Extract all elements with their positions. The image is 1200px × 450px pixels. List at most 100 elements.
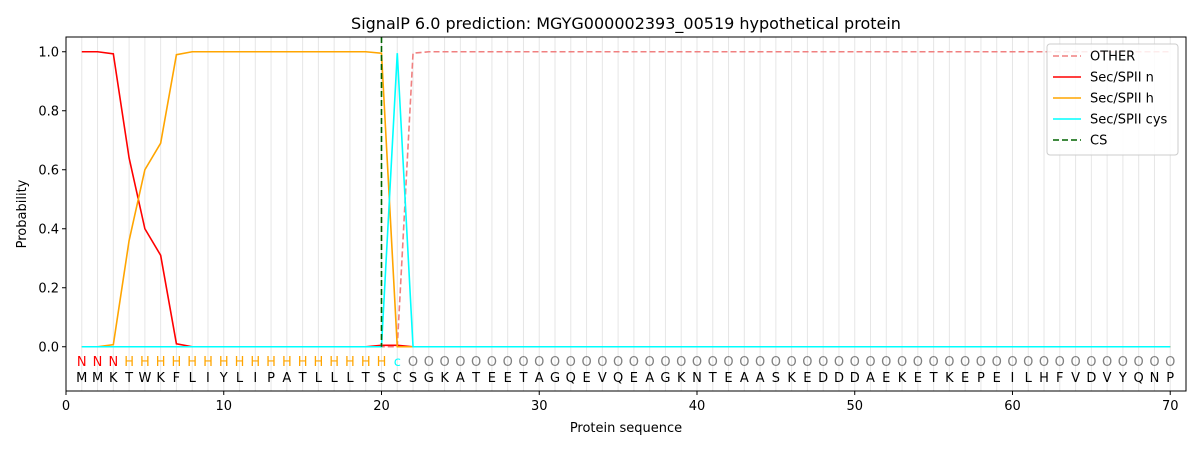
legend: OTHER Sec/SPII n Sec/SPII h Sec/SPII cys CS bbox=[1046, 43, 1179, 156]
legend-label: Sec/SPII cys bbox=[1090, 113, 1168, 128]
annotation-label: H bbox=[187, 355, 197, 370]
annotation-label: O bbox=[897, 355, 907, 370]
x-axis: 0 10 20 30 40 50 60 70 bbox=[62, 391, 1178, 414]
x-tick-label: 60 bbox=[1004, 399, 1021, 414]
residue-label: N bbox=[692, 371, 702, 386]
residue-label: Q bbox=[566, 371, 576, 386]
residue-label: S bbox=[377, 371, 385, 386]
annotation-label: O bbox=[723, 355, 733, 370]
residue-label: E bbox=[724, 371, 732, 386]
residue-label: T bbox=[361, 371, 370, 386]
residue-label: M bbox=[92, 371, 103, 386]
x-axis-label: Protein sequence bbox=[570, 421, 682, 436]
residue-label: P bbox=[977, 371, 985, 386]
residue-label: A bbox=[866, 371, 875, 386]
y-axis-label: Probability bbox=[15, 179, 30, 248]
residue-label: Q bbox=[613, 371, 623, 386]
residue-label: Q bbox=[1134, 371, 1144, 386]
residue-label: T bbox=[124, 371, 133, 386]
residue-label: E bbox=[488, 371, 496, 386]
chart-title: SignalP 6.0 prediction: MGYG000002393_00… bbox=[351, 14, 901, 34]
annotation-label: O bbox=[550, 355, 560, 370]
x-tick-label: 20 bbox=[373, 399, 390, 414]
residue-label: L bbox=[189, 371, 197, 386]
annotation-label: O bbox=[787, 355, 797, 370]
residue-label: V bbox=[1071, 371, 1080, 386]
annotation-label: O bbox=[1086, 355, 1096, 370]
annotation-label: O bbox=[629, 355, 639, 370]
annotation-label: O bbox=[1165, 355, 1175, 370]
annotation-label: H bbox=[377, 355, 387, 370]
x-tick-label: 50 bbox=[846, 399, 863, 414]
residue-label: A bbox=[645, 371, 654, 386]
residue-label: D bbox=[834, 371, 844, 386]
annotation-label: O bbox=[1007, 355, 1017, 370]
annotation-label: H bbox=[314, 355, 324, 370]
annotation-label: O bbox=[676, 355, 686, 370]
annotation-label: O bbox=[944, 355, 954, 370]
y-tick-label: 1.0 bbox=[38, 45, 59, 60]
annotation-label: H bbox=[219, 355, 229, 370]
residue-label: G bbox=[660, 371, 670, 386]
annotation-label: O bbox=[1023, 355, 1033, 370]
residue-label: G bbox=[550, 371, 560, 386]
annotation-label: O bbox=[928, 355, 938, 370]
series-line bbox=[81, 50, 1171, 348]
series-line bbox=[81, 50, 1171, 348]
annotation-label: H bbox=[298, 355, 308, 370]
annotation-label: O bbox=[850, 355, 860, 370]
residue-label: L bbox=[315, 371, 323, 386]
residue-label: D bbox=[850, 371, 860, 386]
annotation-label: O bbox=[992, 355, 1002, 370]
annotation-label: O bbox=[613, 355, 623, 370]
legend-label: OTHER bbox=[1090, 50, 1135, 65]
annotation-label: O bbox=[692, 355, 702, 370]
residue-label: A bbox=[740, 371, 749, 386]
residue-label: F bbox=[1056, 371, 1063, 386]
annotation-label: O bbox=[408, 355, 418, 370]
annotation-label: N bbox=[108, 355, 118, 370]
annotation-label: O bbox=[1149, 355, 1159, 370]
residue-label: W bbox=[138, 371, 151, 386]
residue-label: L bbox=[236, 371, 244, 386]
residue-label: K bbox=[898, 371, 907, 386]
annotation-label: H bbox=[172, 355, 182, 370]
y-tick-label: 0.6 bbox=[38, 163, 59, 178]
annotation-label: H bbox=[156, 355, 166, 370]
residue-label: K bbox=[109, 371, 118, 386]
residue-label: D bbox=[1086, 371, 1096, 386]
residue-label: C bbox=[393, 371, 402, 386]
residue-label: A bbox=[456, 371, 465, 386]
residue-label: T bbox=[518, 371, 527, 386]
annotation-label: H bbox=[235, 355, 245, 370]
y-axis: 0.0 0.2 0.4 0.6 0.8 1.0 bbox=[38, 45, 66, 355]
annotation-label: H bbox=[203, 355, 213, 370]
residue-label: T bbox=[708, 371, 717, 386]
residue-label: Y bbox=[219, 371, 228, 386]
annotation-label: O bbox=[439, 355, 449, 370]
residue-label: L bbox=[346, 371, 354, 386]
y-tick-label: 0.0 bbox=[38, 340, 59, 355]
annotation-label: O bbox=[1070, 355, 1080, 370]
annotation-label: O bbox=[503, 355, 513, 370]
annotation-label: H bbox=[329, 355, 339, 370]
residue-label: K bbox=[945, 371, 954, 386]
annotation-label: O bbox=[581, 355, 591, 370]
residue-label: L bbox=[331, 371, 339, 386]
annotation-label: O bbox=[518, 355, 528, 370]
annotation-label: O bbox=[739, 355, 749, 370]
x-tick-label: 0 bbox=[62, 399, 70, 414]
residue-label: I bbox=[1011, 371, 1015, 386]
residue-label: V bbox=[598, 371, 607, 386]
residue-label: A bbox=[756, 371, 765, 386]
annotation-label: O bbox=[976, 355, 986, 370]
legend-label: Sec/SPII h bbox=[1090, 92, 1154, 107]
residue-label: E bbox=[993, 371, 1001, 386]
annotation-label: O bbox=[1134, 355, 1144, 370]
annotation-label: H bbox=[250, 355, 260, 370]
annotation-label: O bbox=[1039, 355, 1049, 370]
residue-label: A bbox=[535, 371, 544, 386]
residue-label: E bbox=[630, 371, 638, 386]
annotation-label: O bbox=[487, 355, 497, 370]
